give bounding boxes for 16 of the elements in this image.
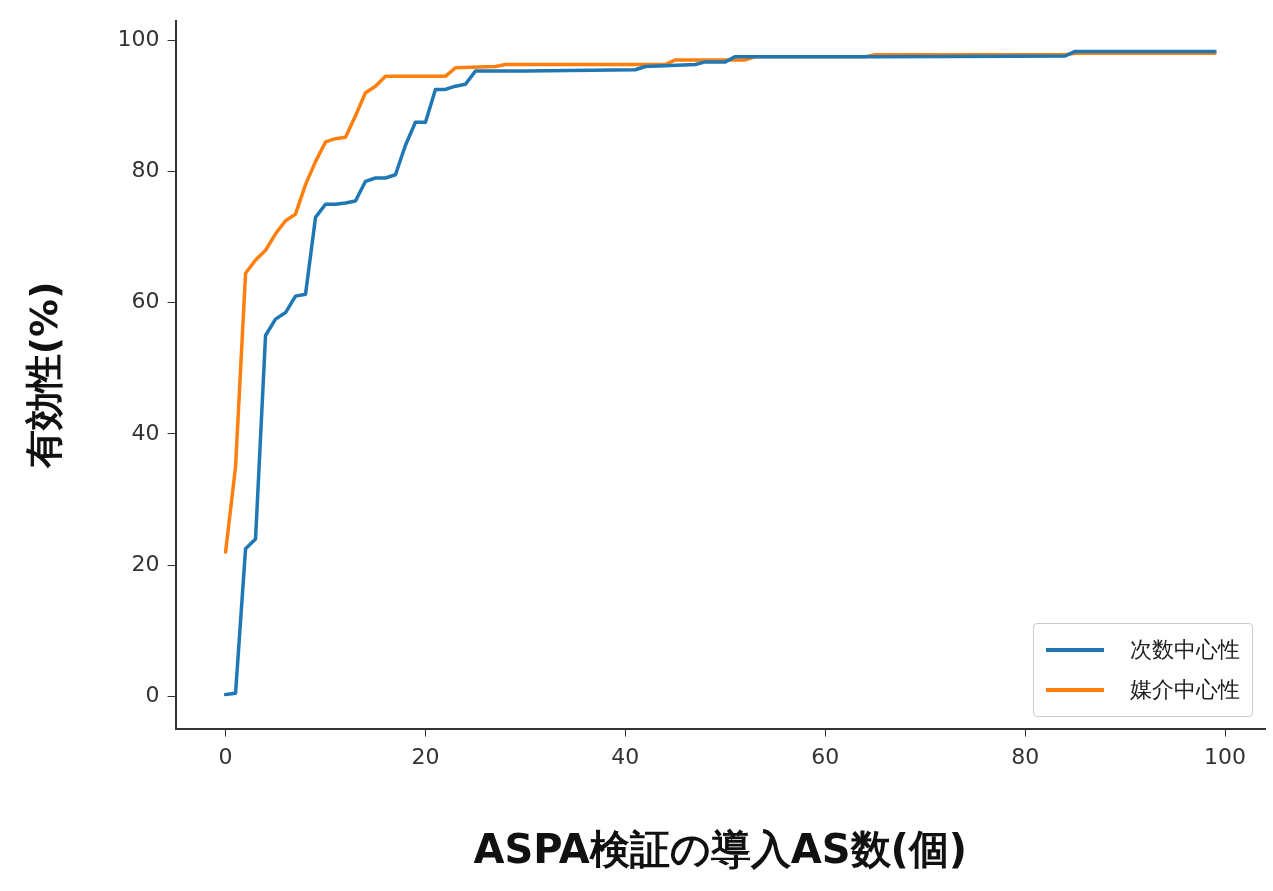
legend-label: 次数中心性 [1130, 635, 1240, 664]
x-tick-label: 20 [411, 743, 440, 769]
x-tick-label: 60 [811, 743, 840, 769]
y-tick-label: 20 [131, 550, 160, 576]
x-axis-title: ASPA検証の導入AS数(個) [473, 826, 968, 873]
y-axis-title: 有効性(%) [21, 281, 66, 470]
y-tick-label: 100 [117, 25, 160, 51]
y-tick-label: 80 [131, 157, 160, 183]
x-tick-label: 80 [1011, 743, 1040, 769]
x-tick-label: 0 [218, 743, 233, 769]
x-tick-label: 40 [611, 743, 640, 769]
legend-label: 媒介中心性 [1130, 675, 1240, 704]
x-tick-label: 100 [1204, 743, 1247, 769]
y-tick-label: 40 [131, 419, 160, 445]
y-tick-label: 60 [131, 288, 160, 314]
y-tick-label: 0 [145, 682, 160, 708]
